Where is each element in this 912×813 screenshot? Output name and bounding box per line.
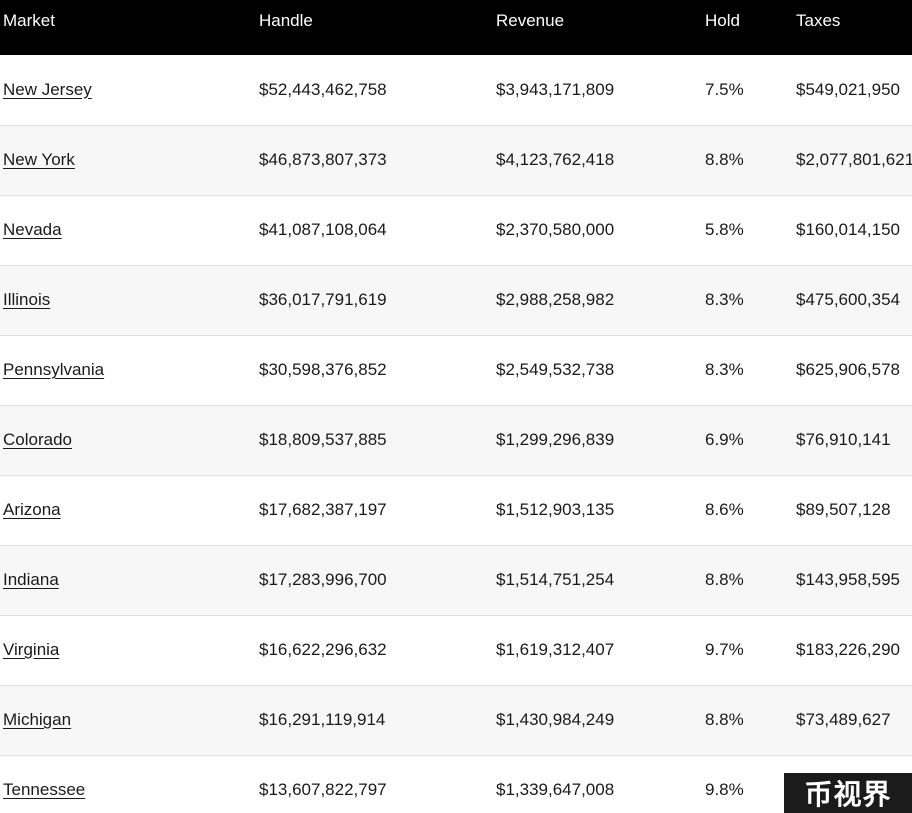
taxes-cell: $625,906,578 xyxy=(796,360,900,379)
taxes-cell: $549,021,950 xyxy=(796,79,900,99)
hold-cell: 9.7% xyxy=(705,640,744,659)
revenue-cell: $1,339,647,008 xyxy=(496,780,615,799)
table-row: Illinois $36,017,791,619 $2,988,258,982 … xyxy=(0,265,912,335)
header-row: Market Handle Revenue Hold Taxes xyxy=(0,0,912,55)
market-link[interactable]: Nevada xyxy=(3,220,62,239)
hold-cell: 8.6% xyxy=(705,500,744,519)
revenue-cell: $1,430,984,249 xyxy=(496,710,615,729)
market-link[interactable]: New Jersey xyxy=(3,79,92,99)
market-cell: Arizona xyxy=(0,475,256,545)
market-cell: Pennsylvania xyxy=(0,335,256,405)
market-cell: New Jersey xyxy=(0,55,256,125)
hold-cell: 8.3% xyxy=(705,360,744,379)
market-link[interactable]: Colorado xyxy=(3,430,72,449)
market-link[interactable]: Tennessee xyxy=(3,780,86,799)
column-header-taxes: Taxes xyxy=(796,11,841,30)
market-cell: Tennessee xyxy=(0,755,256,813)
table-row: Colorado $18,809,537,885 $1,299,296,839 … xyxy=(0,405,912,475)
taxes-cell: $76,910,141 xyxy=(796,430,891,449)
taxes-cell: $160,014,150 xyxy=(796,220,900,239)
taxes-cell: $475,600,354 xyxy=(796,290,900,309)
hold-cell: 8.3% xyxy=(705,290,744,309)
hold-cell: 9.8% xyxy=(705,780,744,799)
taxes-cell: $73,489,627 xyxy=(796,710,891,729)
handle-cell: $13,607,822,797 xyxy=(259,780,387,799)
handle-cell: $17,283,996,700 xyxy=(259,570,387,589)
market-cell: Colorado xyxy=(0,405,256,475)
handle-cell: $46,873,807,373 xyxy=(259,150,387,169)
revenue-cell: $1,512,903,135 xyxy=(496,500,615,519)
revenue-cell: $2,988,258,982 xyxy=(496,290,615,309)
hold-cell: 6.9% xyxy=(705,430,744,449)
revenue-cell: $4,123,762,418 xyxy=(496,150,615,169)
table-row: Tennessee $13,607,822,797 $1,339,647,008… xyxy=(0,755,912,813)
market-cell: Illinois xyxy=(0,265,256,335)
revenue-cell: $1,299,296,839 xyxy=(496,430,615,449)
market-cell: Indiana xyxy=(0,545,256,615)
column-header-handle: Handle xyxy=(259,11,313,30)
revenue-cell: $2,370,580,000 xyxy=(496,220,615,239)
market-link[interactable]: Indiana xyxy=(3,570,59,589)
table-body: New Jersey $52,443,462,758 $3,943,171,80… xyxy=(0,55,912,813)
handle-cell: $16,291,119,914 xyxy=(259,710,386,729)
taxes-cell: $143,958,595 xyxy=(796,570,900,589)
table-row: Pennsylvania $30,598,376,852 $2,549,532,… xyxy=(0,335,912,405)
table-row: Virginia $16,622,296,632 $1,619,312,407 … xyxy=(0,615,912,685)
handle-cell: $17,682,387,197 xyxy=(259,500,387,519)
taxes-cell: $2,077,801,621 xyxy=(796,150,912,169)
table-row: Nevada $41,087,108,064 $2,370,580,000 5.… xyxy=(0,195,912,265)
taxes-cell: $183,226,290 xyxy=(796,640,900,659)
table-row: New York $46,873,807,373 $4,123,762,418 … xyxy=(0,125,912,195)
revenue-cell: $1,619,312,407 xyxy=(496,640,615,659)
market-cell: Virginia xyxy=(0,615,256,685)
taxes-cell: $89,507,128 xyxy=(796,500,891,519)
revenue-cell: $1,514,751,254 xyxy=(496,570,615,589)
table-row: Indiana $17,283,996,700 $1,514,751,254 8… xyxy=(0,545,912,615)
hold-cell: 8.8% xyxy=(705,710,744,729)
handle-cell: $41,087,108,064 xyxy=(259,220,387,239)
table-row: New Jersey $52,443,462,758 $3,943,171,80… xyxy=(0,55,912,125)
hold-cell: 5.8% xyxy=(705,220,744,239)
watermark-logo: 币视界 xyxy=(784,773,912,813)
table-row: Michigan $16,291,119,914 $1,430,984,249 … xyxy=(0,685,912,755)
hold-cell: 8.8% xyxy=(705,570,744,589)
market-link[interactable]: New York xyxy=(3,150,75,169)
handle-cell: $30,598,376,852 xyxy=(259,360,387,379)
handle-cell: $18,809,537,885 xyxy=(259,430,387,449)
market-link[interactable]: Virginia xyxy=(3,640,60,659)
market-cell: New York xyxy=(0,125,256,195)
handle-cell: $52,443,462,758 xyxy=(259,79,387,99)
market-cell: Michigan xyxy=(0,685,256,755)
hold-cell: 7.5% xyxy=(705,79,744,99)
market-link[interactable]: Michigan xyxy=(3,710,72,729)
column-header-revenue: Revenue xyxy=(496,11,565,30)
market-link[interactable]: Arizona xyxy=(3,500,61,519)
handle-cell: $36,017,791,619 xyxy=(259,290,387,309)
column-header-hold: Hold xyxy=(705,11,740,30)
handle-cell: $16,622,296,632 xyxy=(259,640,387,659)
table-header: Market Handle Revenue Hold Taxes xyxy=(0,0,912,55)
table-row: Arizona $17,682,387,197 $1,512,903,135 8… xyxy=(0,475,912,545)
column-header-market: Market xyxy=(3,11,55,30)
market-link[interactable]: Illinois xyxy=(3,290,51,309)
market-cell: Nevada xyxy=(0,195,256,265)
hold-cell: 8.8% xyxy=(705,150,744,169)
market-link[interactable]: Pennsylvania xyxy=(3,360,105,379)
revenue-cell: $3,943,171,809 xyxy=(496,79,615,99)
revenue-cell: $2,549,532,738 xyxy=(496,360,615,379)
